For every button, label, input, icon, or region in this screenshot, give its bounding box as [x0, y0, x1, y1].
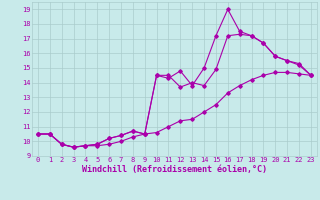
X-axis label: Windchill (Refroidissement éolien,°C): Windchill (Refroidissement éolien,°C)	[82, 165, 267, 174]
